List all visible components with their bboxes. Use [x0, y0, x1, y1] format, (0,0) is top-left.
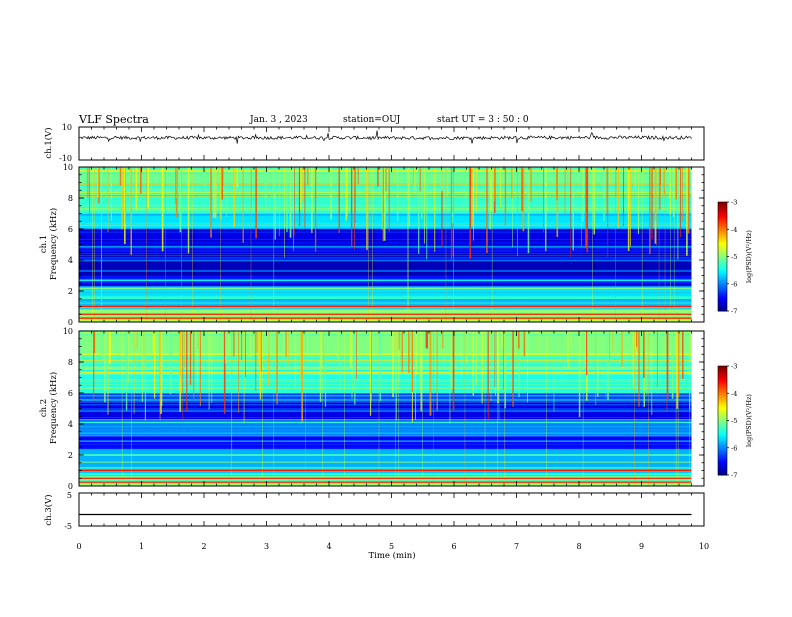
freq-tick-label: 0: [68, 318, 73, 327]
ch3-ytick-top: 5: [67, 491, 72, 500]
ch1-trace: [78, 130, 692, 144]
ch3-ylabel: ch.3(V): [43, 494, 54, 525]
ch2-spec-ylabel-ch: ch.2: [39, 399, 49, 417]
date-label: Jan. 3 , 2023: [249, 115, 308, 125]
colorbar-tick-label: -3: [731, 199, 737, 207]
figure-title: VLF Spectra: [78, 113, 149, 126]
colorbar-tick-label: -7: [731, 472, 737, 480]
spectrum-band: [79, 309, 692, 318]
freq-tick-label: 10: [63, 163, 73, 172]
x-axis-label: Time (min): [368, 550, 415, 561]
freq-tick-label: 10: [63, 327, 73, 336]
time-tick-label: 0: [76, 542, 81, 551]
time-tick-label: 3: [264, 542, 269, 551]
time-tick-label: 10: [699, 542, 709, 551]
ch2-colorbar: -3 -4 -5 -6 -7 log(PSD)(V²/Hz): [717, 363, 753, 480]
time-tick-label: 5: [389, 542, 394, 551]
colorbar-tick-label: -4: [731, 226, 737, 234]
time-tick-label: 8: [576, 542, 581, 551]
time-tick-label: 6: [451, 542, 456, 551]
colorbar-tick-label: -6: [731, 444, 737, 452]
spectrum-band: [79, 275, 692, 288]
ch1-ytick-bottom: -10: [59, 154, 72, 163]
freq-tick-label: 2: [68, 287, 73, 296]
ch1-waveform-panel: 10 -10 ch.1(V): [43, 123, 705, 163]
time-tick-label: 2: [201, 542, 206, 551]
ch3-ytick-bottom: -5: [64, 522, 72, 531]
ch1-ylabel: ch.1(V): [43, 127, 54, 158]
time-tick-label: 7: [514, 542, 519, 551]
time-tick-label: 4: [326, 542, 331, 551]
colorbar-tick-label: -3: [731, 363, 737, 371]
freq-tick-label: 4: [68, 420, 73, 429]
freq-tick-label: 8: [68, 194, 73, 203]
freq-tick-label: 2: [68, 451, 73, 460]
colorbar-tick-label: -6: [731, 280, 737, 288]
colorbar-label: log(PSD)(V²/Hz): [745, 230, 753, 283]
spectrum-band: [79, 317, 692, 322]
ch1-ytick-top: 10: [62, 123, 72, 132]
freq-tick-label: 0: [68, 482, 73, 491]
spectrum-band: [79, 473, 692, 482]
spectrum-band: [79, 331, 692, 355]
colorbar-tick-label: -7: [731, 308, 737, 316]
colorbar-tick-label: -5: [731, 417, 737, 425]
start-time-label: start UT = 3 : 50 : 0: [437, 115, 529, 125]
spectrum-band: [79, 436, 692, 449]
ch1-spectrogram-panel: 0 2 4 6 8 10 ch.1 Frequency (kHz): [39, 163, 705, 327]
ch2-spec-ylabel-freq: Frequency (kHz): [48, 372, 59, 444]
ch1-spec-ylabel-freq: Frequency (kHz): [48, 208, 59, 280]
colorbar-label: log(PSD)(V²/Hz): [745, 394, 753, 447]
freq-tick-label: 4: [68, 256, 73, 265]
ch3-waveform-panel: 5 -5 ch.3(V): [43, 491, 705, 531]
time-tick-label: 1: [139, 542, 144, 551]
ch2-spectrogram-panel: 0 2 4 6 8 10 ch.2 Frequency (kHz): [39, 327, 705, 491]
ch1-spectrogram-image: [78, 166, 704, 322]
station-label: station=OUJ: [343, 115, 401, 125]
freq-tick-label: 8: [68, 358, 73, 367]
ch1-spec-ylabel-ch: ch.1: [39, 235, 49, 253]
freq-tick-label: 6: [68, 225, 73, 234]
colorbar-tick-label: -5: [731, 253, 737, 261]
colorbar-tick-label: -4: [731, 390, 737, 398]
spectrum-band: [79, 420, 692, 437]
freq-tick-label: 6: [68, 389, 73, 398]
time-tick-label: 9: [639, 542, 644, 551]
ch1-colorbar: -3 -4 -5 -6 -7 log(PSD)(V²/Hz): [717, 199, 753, 316]
ch2-spectrogram-image: [79, 330, 704, 487]
